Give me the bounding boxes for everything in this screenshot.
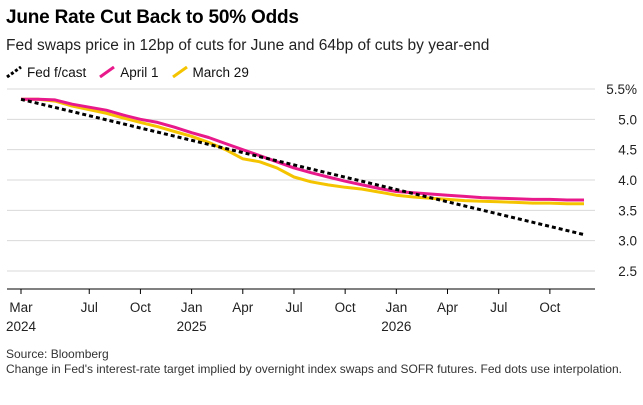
legend-swatch-april-1 [99, 66, 116, 78]
x-tick-label: Jul [81, 300, 98, 315]
legend-swatch-fed-fcast [6, 66, 22, 78]
series-line-april-1 [21, 97, 584, 202]
legend-label-march-29: March 29 [192, 64, 249, 80]
legend-item-fed-fcast: Fed f/cast [6, 65, 86, 80]
chart-note: Change in Fed's interest-rate target imp… [6, 362, 622, 376]
chart-legend: Fed f/cast April 1 March 29 [6, 63, 262, 81]
y-tick-label: 3.0 [618, 234, 637, 249]
chart-subtitle: Fed swaps price in 12bp of cuts for June… [6, 37, 490, 54]
y-tick-label: 4.5 [618, 143, 637, 158]
x-tick-label: Jan [181, 300, 203, 315]
x-tick-year-label: 2025 [177, 319, 207, 334]
legend-label-april-1: April 1 [120, 64, 159, 80]
y-tick-label: 4.0 [618, 173, 637, 188]
x-tick-label: Apr [437, 300, 459, 315]
legend-label-fed-fcast: Fed f/cast [27, 64, 87, 80]
y-tick-label: 5.0 [618, 112, 637, 127]
legend-item-march-29: March 29 [171, 64, 249, 80]
y-tick-label: 5.5% [606, 82, 637, 97]
series-line-fed-f-cast [20, 97, 585, 237]
chart-source: Source: Bloomberg [6, 347, 109, 361]
legend-item-april-1: April 1 [99, 64, 159, 80]
x-tick-label: Oct [539, 300, 560, 315]
x-tick-label: Oct [130, 300, 151, 315]
y-tick-label: 2.5 [618, 264, 637, 279]
x-tick-year-label: 2024 [6, 319, 37, 334]
x-tick-label: Apr [232, 300, 254, 315]
x-tick-label: Mar [9, 300, 33, 315]
x-tick-label: Jul [490, 300, 507, 315]
y-tick-label: 3.5 [618, 203, 637, 218]
x-tick-label: Oct [335, 300, 356, 315]
chart-title: June Rate Cut Back to 50% Odds [6, 7, 299, 28]
legend-swatch-march-29 [171, 66, 188, 78]
x-tick-year-label: 2026 [381, 319, 411, 334]
x-tick-label: Jul [285, 300, 302, 315]
series-line-march-29 [21, 97, 584, 206]
x-tick-label: Jan [385, 300, 407, 315]
